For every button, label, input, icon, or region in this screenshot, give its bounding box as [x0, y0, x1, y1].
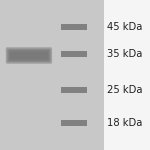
FancyBboxPatch shape [10, 52, 48, 59]
FancyBboxPatch shape [6, 47, 52, 64]
FancyBboxPatch shape [7, 49, 51, 62]
FancyBboxPatch shape [61, 24, 87, 30]
FancyBboxPatch shape [0, 0, 104, 150]
FancyBboxPatch shape [61, 120, 87, 126]
FancyBboxPatch shape [104, 0, 145, 150]
Text: 25 kDa: 25 kDa [107, 85, 143, 95]
Text: 35 kDa: 35 kDa [107, 49, 142, 59]
FancyBboxPatch shape [12, 53, 46, 58]
Text: 45 kDa: 45 kDa [107, 22, 142, 32]
Text: 18 kDa: 18 kDa [107, 118, 142, 128]
FancyBboxPatch shape [9, 50, 49, 61]
FancyBboxPatch shape [61, 87, 87, 93]
FancyBboxPatch shape [61, 51, 87, 57]
